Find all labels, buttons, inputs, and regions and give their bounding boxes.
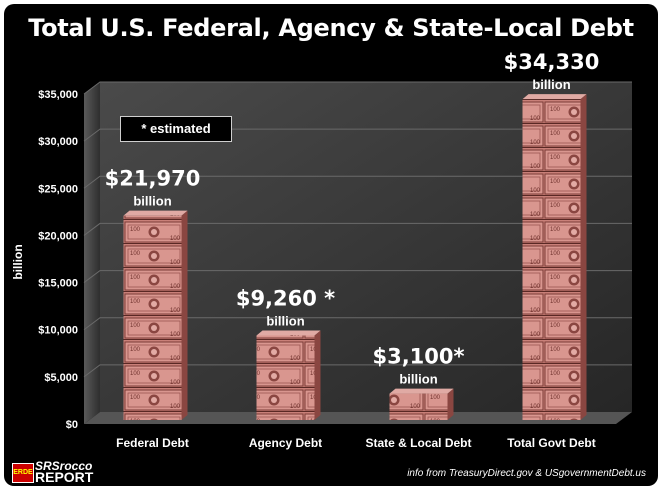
bar-side: [580, 94, 587, 421]
x-axis-labels: Federal Debt Agency Debt State & Local Deb…: [116, 436, 596, 450]
bar-face: [123, 215, 182, 420]
bar-1: [123, 210, 188, 420]
side-wall: [84, 82, 100, 424]
y-tick-label: $30,000: [38, 136, 78, 148]
unit-label: billion: [399, 372, 437, 387]
chart-title: Total U.S. Federal, Agency & State-Local…: [28, 14, 634, 42]
gridline: [83, 270, 632, 283]
value-label: $3,100*: [372, 345, 464, 369]
y-axis-ticks: $0 $5,000 $10,000 $15,000 $20,000 $25,000 $30,…: [38, 89, 78, 431]
source-note: info from TreasuryDirect.gov & USgovernm…: [407, 468, 646, 479]
floor: [84, 412, 632, 424]
bar-face: [389, 393, 448, 420]
value-labels: $21,970 billion $9,260 * billion $3,100* bill…: [105, 50, 600, 386]
value-label: $34,330: [504, 50, 600, 74]
bar-side: [181, 210, 188, 420]
y-tick-label: $5,000: [44, 372, 78, 384]
x-tick-label: Federal Debt: [116, 436, 189, 450]
bar-face: [522, 99, 581, 421]
bar-top: [256, 330, 321, 336]
gridline: [83, 317, 632, 331]
unit-label: billion: [133, 194, 171, 209]
bar-top: [123, 210, 188, 216]
unit-label: billion: [532, 77, 570, 92]
y-tick-label: $15,000: [38, 278, 78, 290]
bars: [123, 94, 587, 421]
y-axis-label: billion: [11, 244, 25, 279]
y-tick-label: $0: [66, 419, 78, 431]
srsrocco-logo: ERDE SRSrocco REPORT: [12, 459, 122, 485]
y-tick-label: $25,000: [38, 183, 78, 195]
gridline: [83, 364, 632, 378]
x-tick-label: Total Govt Debt: [507, 436, 595, 450]
x-tick-label: State & Local Debt: [365, 436, 471, 450]
bar-2: [256, 330, 321, 420]
unit-label: billion: [266, 313, 304, 328]
bar-3: [389, 388, 454, 420]
logo-badge: ERDE: [12, 463, 34, 483]
estimated-note: * estimated: [120, 116, 232, 142]
value-label: $21,970: [105, 167, 201, 191]
gridlines: [83, 81, 632, 378]
gridline: [83, 128, 632, 142]
bar-side: [447, 388, 454, 420]
bar-top: [522, 94, 587, 100]
bar-top: [389, 388, 454, 394]
y-tick-label: $35,000: [38, 89, 78, 101]
value-label: $9,260 *: [236, 286, 335, 310]
y-tick-label: $10,000: [38, 325, 78, 337]
gridline: [83, 81, 632, 95]
chart-frame: Total U.S. Federal, Agency & State-Local…: [4, 4, 658, 486]
x-tick-label: Agency Debt: [249, 436, 322, 450]
gridline: [83, 222, 632, 236]
y-tick-label: $20,000: [38, 230, 78, 242]
logo-line-1: SRSrocco: [35, 459, 93, 473]
bar-face: [256, 335, 315, 420]
bar-side: [314, 330, 321, 420]
logo-line-2: REPORT: [35, 469, 94, 485]
bar-4: [522, 94, 587, 421]
gridline: [83, 175, 632, 189]
logo-text: SRSrocco REPORT: [35, 459, 94, 485]
bar-chart: 100 100 $0$5,000$10,000$15,000$20,000$25…: [11, 50, 632, 450]
